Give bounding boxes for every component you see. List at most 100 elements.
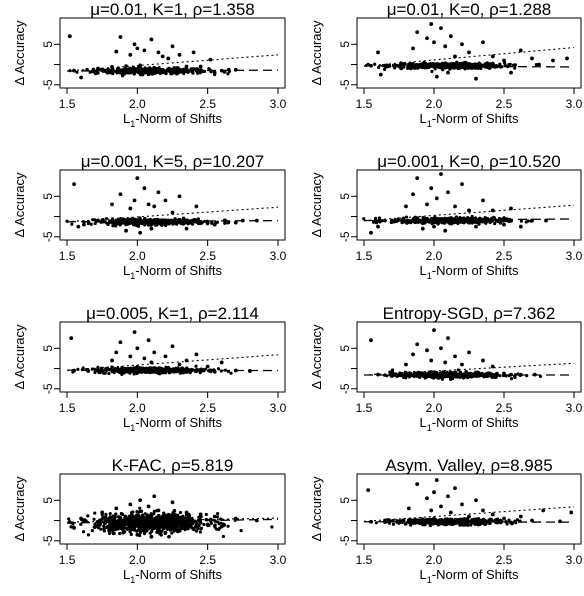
cloud-point	[515, 518, 520, 522]
cloud-point	[111, 531, 115, 536]
cloud-point	[146, 527, 150, 531]
cloud-point	[138, 216, 142, 220]
data-point	[146, 338, 151, 343]
cloud-point	[156, 371, 160, 375]
trend-line-dotted	[66, 54, 279, 72]
data-point	[138, 230, 143, 235]
x-tick-label: 2.0	[426, 401, 443, 415]
cloud-point	[171, 221, 175, 225]
cloud-point	[486, 65, 490, 69]
cloud-point	[158, 532, 162, 536]
y-tick-label: -5	[338, 383, 352, 394]
cloud-point	[167, 516, 171, 520]
cloud-point	[498, 374, 502, 378]
cloud-point	[239, 529, 243, 533]
cloud-point	[148, 220, 152, 224]
x-axis-label-rest: -Norm of Shifts	[135, 415, 222, 430]
cloud-point	[145, 513, 149, 517]
data-point	[146, 202, 151, 207]
cloud-point	[513, 66, 517, 70]
data-point	[160, 54, 165, 59]
x-axis-label-subscript: 1	[130, 423, 135, 433]
x-axis-label-rest: -Norm of Shifts	[135, 111, 222, 126]
cloud-point	[145, 220, 149, 224]
data-point	[509, 70, 513, 75]
cloud-point	[93, 72, 98, 76]
cloud-point	[215, 220, 219, 224]
cloud-point	[473, 216, 478, 220]
data-point	[142, 356, 147, 361]
cloud-point	[175, 522, 179, 526]
cloud-point	[174, 518, 178, 522]
data-point	[551, 58, 555, 63]
data-point	[474, 224, 478, 229]
cloud-point	[90, 528, 94, 533]
cloud-point	[416, 216, 420, 220]
cloud-point	[407, 62, 411, 66]
trend-line-dotted	[67, 517, 278, 523]
cloud-point	[135, 510, 139, 514]
cloud-point	[138, 530, 143, 535]
data-point	[481, 358, 485, 363]
cloud-point	[185, 366, 189, 370]
data-point	[467, 350, 471, 355]
data-point	[460, 362, 464, 367]
x-tick-label: 1.5	[59, 401, 76, 415]
cloud-point	[178, 510, 183, 515]
x-tick-label: 2.0	[426, 553, 443, 567]
cloud-point	[458, 215, 462, 220]
x-axis-label-main: L	[420, 415, 427, 430]
cloud-point	[164, 72, 168, 76]
cloud-point	[507, 518, 511, 522]
cloud-point	[148, 514, 152, 518]
plot-frame	[59, 473, 286, 545]
cloud-point	[196, 523, 200, 527]
data-point	[490, 208, 495, 213]
trend-line-dotted	[363, 362, 575, 376]
data-point	[177, 194, 182, 199]
cloud-point	[513, 373, 517, 377]
data-point	[142, 526, 147, 531]
data-point	[474, 498, 478, 503]
data-point	[474, 370, 478, 375]
x-tick-label: 1.5	[59, 553, 76, 567]
data-point	[474, 76, 478, 81]
cloud-point	[180, 525, 184, 529]
panel: μ=0.01, K=0, ρ=1.288 -5 5 Δ Accuracy 1.5 2.0 2…	[309, 0, 583, 129]
data-point	[170, 344, 175, 349]
cloud-point	[475, 517, 479, 521]
x-tick-label: 1.5	[356, 249, 373, 263]
cloud-point	[495, 219, 500, 223]
data-point	[146, 72, 151, 77]
cloud-point	[374, 221, 379, 225]
cloud-point	[86, 514, 90, 518]
x-axis-label-rest: -Norm of Shifts	[432, 111, 519, 126]
trend-line-dashed	[363, 65, 575, 68]
cloud-point	[186, 515, 190, 519]
x-axis-label-rest: -Norm of Shifts	[135, 263, 222, 278]
data-point	[411, 352, 415, 357]
data-point	[177, 52, 182, 57]
cloud-point	[509, 219, 513, 223]
cloud-point	[421, 215, 425, 220]
panel-title: Asym. Valley, ρ=8.985	[385, 456, 552, 475]
data-point	[184, 226, 189, 231]
cloud-point	[181, 216, 186, 220]
cloud-point	[172, 509, 177, 513]
cloud-point	[163, 521, 167, 525]
data-point	[446, 336, 450, 341]
cloud-point	[501, 219, 505, 223]
data-point	[432, 40, 436, 45]
x-axis-label-rest: -Norm of Shifts	[432, 263, 519, 278]
cloud-point	[52, 68, 55, 71]
cloud-point	[179, 521, 183, 525]
cloud-point	[108, 523, 112, 528]
data-point	[415, 342, 420, 347]
data-point	[460, 502, 464, 507]
x-axis-label-main: L	[420, 263, 427, 278]
y-tick-label: -5	[338, 79, 352, 90]
data-point	[425, 496, 429, 501]
data-point	[518, 48, 523, 53]
cloud-point	[400, 217, 404, 222]
data-point	[518, 514, 523, 519]
